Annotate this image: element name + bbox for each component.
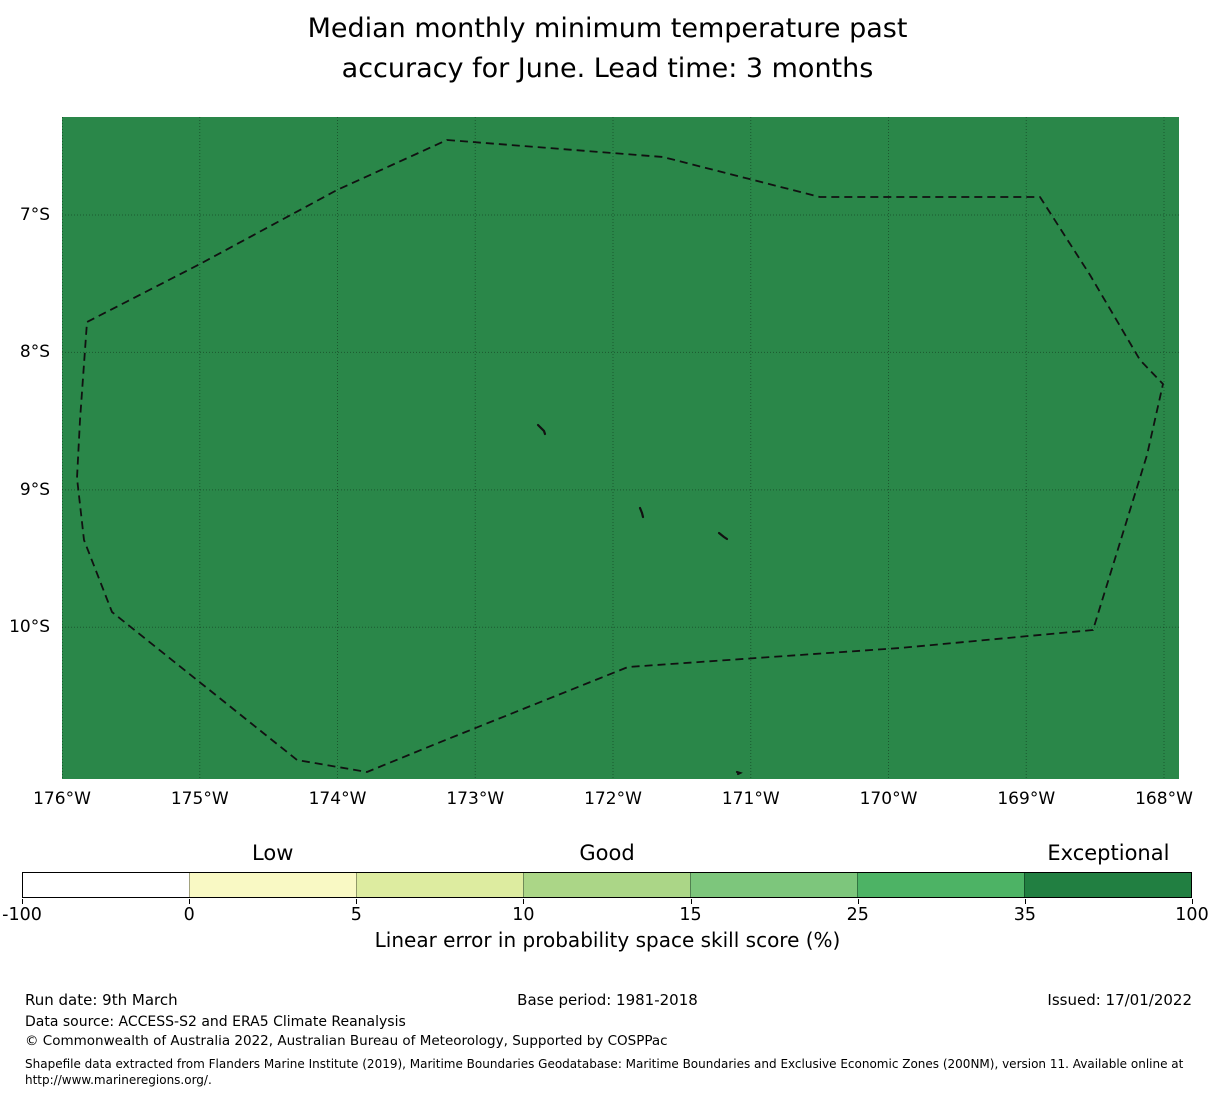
issued-date-text: Issued: 17/01/2022 [1047,991,1192,1009]
colorbar-tickmark [1024,899,1026,904]
x-tick-label: 175°W [170,789,229,809]
colorbar-class-label: Exceptional [1047,841,1170,865]
page-title: Median monthly minimum temperature past … [0,9,1215,89]
base-period-text: Base period: 1981-2018 [517,991,698,1009]
colorbar-tick-label: 15 [679,905,702,925]
island-mark [717,531,729,541]
shapefile-attribution: Shapefile data extracted from Flanders M… [25,1056,1183,1088]
colorbar-tickmark [22,899,23,904]
colorbar-tick-label: 35 [1013,905,1036,925]
y-tick-label: 10°S [9,617,50,638]
x-tick-label: 171°W [721,789,780,809]
colorbar-tick-label: -100 [2,905,42,925]
x-tick-label: 174°W [308,789,367,809]
colorbar-tick-label: 10 [512,905,535,925]
map-canvas [62,117,1179,779]
colorbar-segment [1024,873,1191,897]
colorbar-segment [23,873,189,897]
x-tick-label: 172°W [584,789,642,809]
colorbar-segment [189,873,356,897]
skill-map [62,117,1179,779]
colorbar-tickmark [523,899,525,904]
data-source-text: Data source: ACCESS-S2 and ERA5 Climate … [25,1014,406,1030]
colorbar-class-label: Low [252,841,294,865]
colorbar-segment [523,873,690,897]
colorbar-tickmark [1192,899,1193,904]
map-fill [62,117,1179,779]
x-tick-label: 169°W [997,789,1056,809]
y-tick-label: 8°S [19,342,50,363]
colorbar-tickmark [189,899,191,904]
island-mark [638,506,645,519]
colorbar-tick-label: 0 [183,905,195,925]
x-tick-label: 173°W [446,789,505,809]
colorbar-tick-label: 5 [350,905,362,925]
x-tick-label: 176°W [33,789,91,809]
colorbar-class-label: Good [579,841,635,865]
island-mark [735,770,743,776]
colorbar-tick-label: 100 [1175,905,1209,925]
colorbar-segment [690,873,857,897]
x-tick-label: 170°W [859,789,918,809]
shapefile-attribution-line-1: Shapefile data extracted from Flanders M… [25,1057,1184,1071]
colorbar-segment [857,873,1024,897]
title-line-1: Median monthly minimum temperature past [307,13,908,44]
copyright-text: © Commonwealth of Australia 2022, Austra… [25,1033,668,1049]
y-tick-label: 7°S [19,205,50,225]
title-line-2: accuracy for June. Lead time: 3 months [341,53,874,84]
eez-boundary-line [76,139,1164,773]
y-tick-label: 9°S [19,479,50,500]
run-date-text: Run date: 9th March [25,991,178,1009]
colorbar-tickmark [857,899,859,904]
shapefile-attribution-line-2: http://www.marineregions.org/. [25,1073,212,1087]
island-mark [536,423,547,436]
colorbar-tickmark [690,899,692,904]
skill-colorbar [22,872,1192,898]
colorbar-caption: Linear error in probability space skill … [374,928,841,952]
x-tick-label: 168°W [1135,789,1193,809]
colorbar-segment [356,873,523,897]
colorbar-tick-label: 25 [846,905,869,925]
colorbar-tickmark [356,899,358,904]
